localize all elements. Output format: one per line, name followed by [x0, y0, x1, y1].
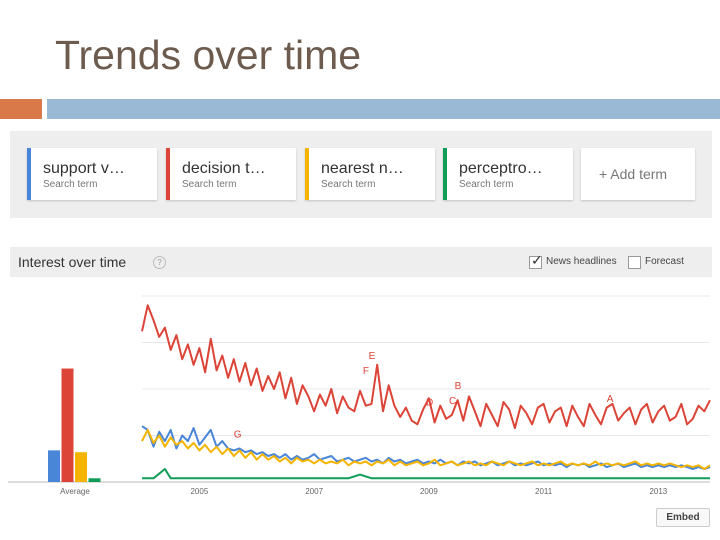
average-bar: [61, 368, 74, 482]
average-bar: [48, 450, 60, 482]
term-subtitle: Search term: [459, 179, 514, 190]
term-name: decision t…: [182, 160, 266, 177]
annotation-label: G: [234, 429, 242, 440]
term-name: perceptro…: [459, 160, 543, 177]
term-card-support[interactable]: support v… Search term: [27, 148, 157, 200]
series-line: [142, 468, 710, 480]
x-tick-label: 2011: [535, 487, 553, 496]
help-icon[interactable]: ?: [153, 256, 166, 269]
annotation-label: C: [449, 396, 456, 407]
slide-title: Trends over time: [55, 32, 362, 78]
average-label: Average: [60, 487, 90, 496]
average-bar: [75, 452, 87, 482]
annotation-label: A: [607, 394, 614, 405]
x-tick-label: 2007: [305, 487, 323, 496]
term-card-nearest[interactable]: nearest n… Search term: [305, 148, 435, 200]
term-name: support v…: [43, 160, 125, 177]
term-color-accent: [166, 148, 170, 200]
forecast-checkbox[interactable]: [628, 256, 641, 269]
annotation-label: F: [363, 366, 369, 377]
x-tick-label: 2005: [190, 487, 208, 496]
interest-over-time-header: Interest over time ? ✓ News headlines Fo…: [10, 247, 712, 277]
term-subtitle: Search term: [43, 179, 98, 190]
term-color-accent: [443, 148, 447, 200]
check-icon: ✓: [531, 252, 543, 268]
x-tick-label: 2009: [420, 487, 438, 496]
embed-button[interactable]: Embed: [656, 508, 710, 527]
term-subtitle: Search term: [321, 179, 376, 190]
annotation-label: B: [455, 381, 462, 392]
average-bar: [88, 478, 101, 482]
term-card-perceptron[interactable]: perceptro… Search term: [443, 148, 573, 200]
term-name: nearest n…: [321, 160, 404, 177]
news-headlines-checkbox[interactable]: ✓: [529, 252, 543, 269]
term-subtitle: Search term: [182, 179, 237, 190]
term-card-decision[interactable]: decision t… Search term: [166, 148, 296, 200]
series-line: [141, 425, 711, 470]
add-term-button[interactable]: + Add term: [581, 148, 695, 200]
term-color-accent: [27, 148, 31, 200]
series-line: [141, 428, 711, 470]
forecast-label: Forecast: [645, 256, 684, 267]
add-term-label: + Add term: [599, 166, 668, 182]
term-color-accent: [305, 148, 309, 200]
series-line: [141, 304, 711, 430]
news-headlines-label: News headlines: [546, 256, 617, 267]
title-rule-bar: [47, 99, 720, 119]
title-accent-bar: [0, 99, 42, 119]
annotation-label: D: [426, 398, 433, 409]
interest-chart: Average EF B D C A G 2005 2007 2009 2011 2013: [8, 295, 711, 496]
x-tick-label: 2013: [649, 487, 667, 496]
section-title: Interest over time: [18, 254, 127, 270]
annotation-label: E: [369, 351, 376, 362]
